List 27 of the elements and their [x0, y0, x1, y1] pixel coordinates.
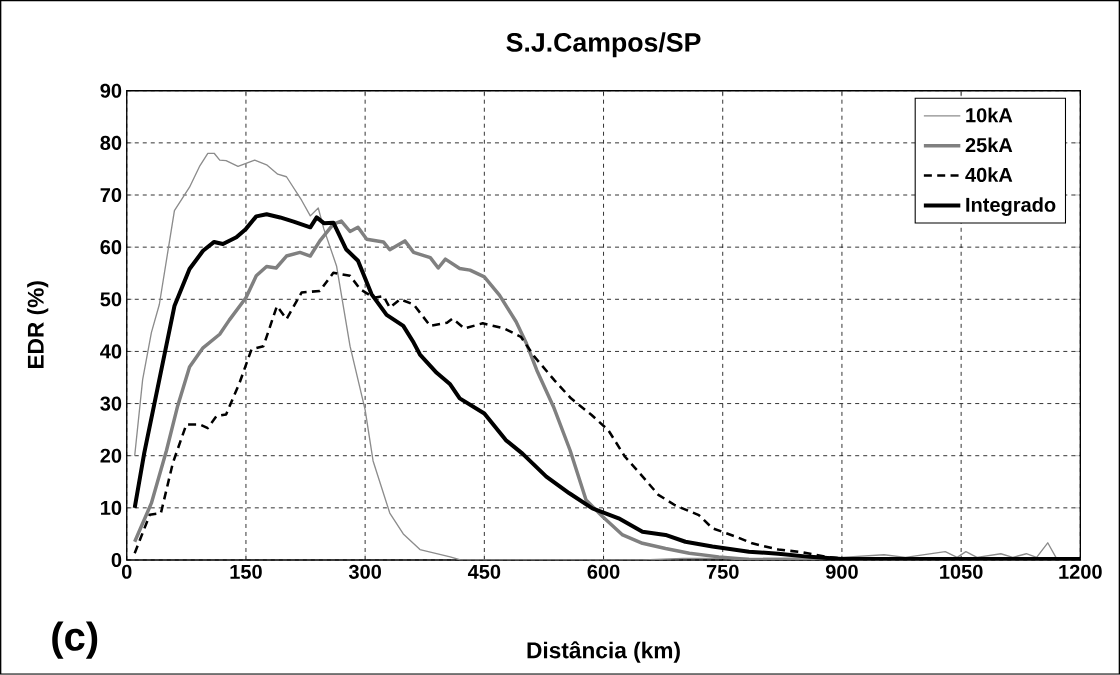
- y-tick-label: 80: [100, 135, 122, 151]
- x-tick-label: 1200: [1059, 564, 1102, 579]
- x-tick-label: 1050: [940, 564, 983, 579]
- legend-label: Integrado: [966, 197, 1056, 217]
- x-tick-label: 750: [706, 564, 739, 579]
- legend-label: 10kA: [966, 107, 1013, 123]
- x-tick-label: 600: [587, 564, 620, 579]
- x-tick-label: 450: [467, 564, 501, 579]
- y-tick-label: 10: [101, 500, 122, 516]
- y-tick-label: 50: [100, 292, 122, 307]
- x-tick-label: 900: [825, 564, 858, 579]
- y-tick-label: 0: [111, 553, 122, 568]
- y-tick-label: 90: [100, 83, 122, 98]
- y-tick-label: 20: [100, 448, 122, 463]
- x-axis-title: Distância (km): [527, 641, 680, 663]
- x-tick-label: 300: [348, 564, 381, 580]
- x-tick-label: 150: [230, 564, 262, 579]
- y-tick-label: 30: [100, 396, 122, 411]
- chart-title: S.J.Campos/SP: [506, 32, 701, 58]
- text: (c): [52, 621, 98, 659]
- y-tick-label: 60: [100, 240, 122, 255]
- legend-label: 40kA: [965, 167, 1013, 183]
- y-tick-label: 40: [100, 344, 122, 359]
- y-axis-title: EDR (%): [27, 281, 49, 369]
- legend-label: 25kA: [965, 137, 1013, 153]
- x-tick-label: 0: [121, 564, 132, 579]
- y-tick-label: 70: [100, 188, 122, 203]
